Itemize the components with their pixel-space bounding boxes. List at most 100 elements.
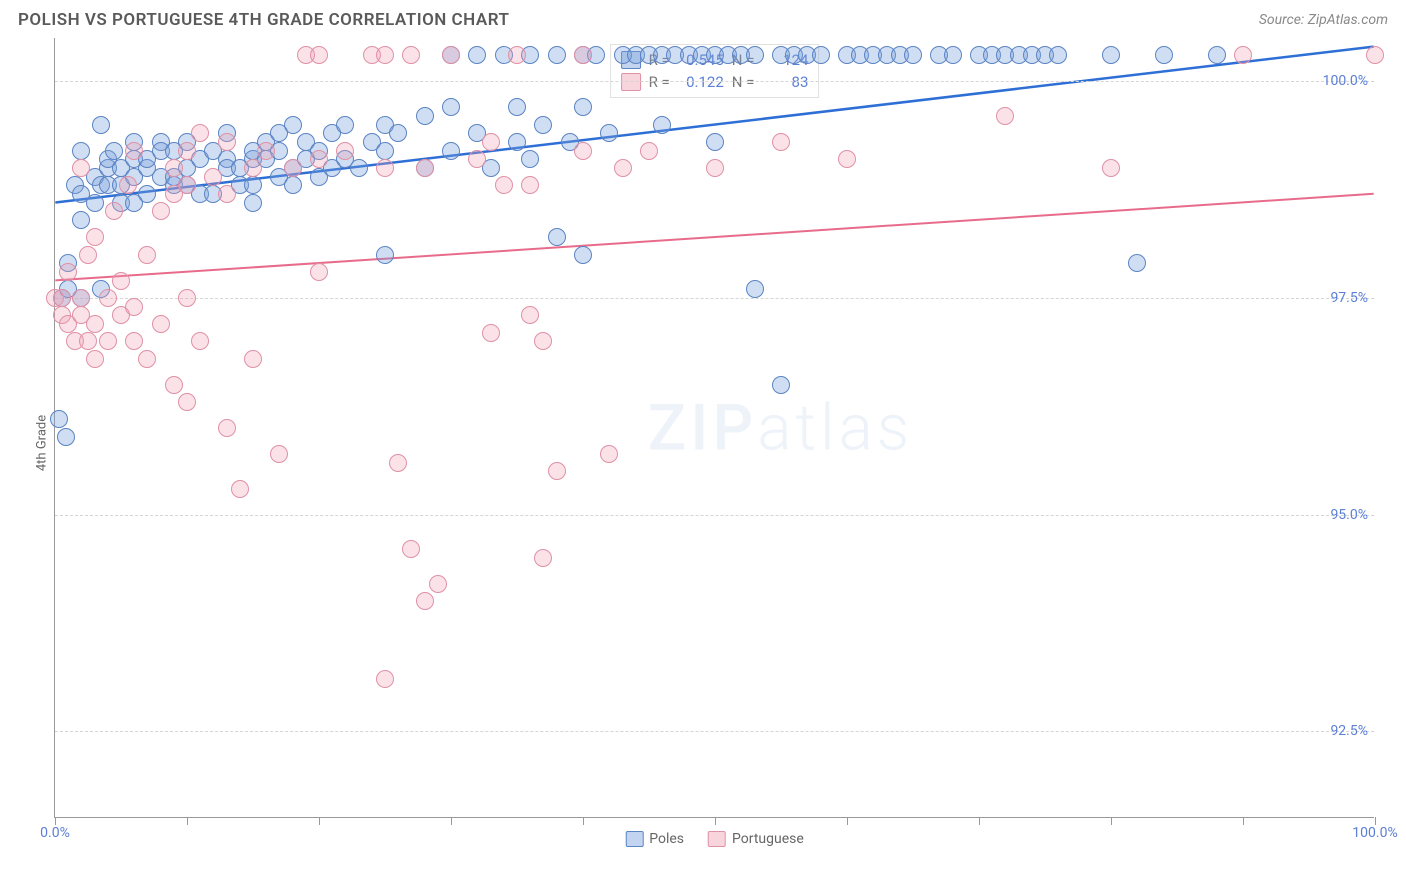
data-point [350, 159, 368, 177]
data-point [244, 159, 262, 177]
data-point [376, 246, 394, 264]
data-point [165, 159, 183, 177]
data-point [574, 98, 592, 116]
square-icon-blue [625, 831, 643, 847]
data-point [429, 575, 447, 593]
data-point [336, 142, 354, 160]
data-point [376, 46, 394, 64]
data-point [548, 228, 566, 246]
data-point [152, 202, 170, 220]
data-point [574, 46, 592, 64]
data-point [125, 298, 143, 316]
chart-container: 4th Grade ZIPatlas R = 0.545 N = 124 R =… [18, 38, 1388, 848]
data-point [746, 280, 764, 298]
data-point [416, 159, 434, 177]
y-tick-label: 95.0% [1330, 507, 1368, 523]
data-point [1102, 46, 1120, 64]
data-point [231, 480, 249, 498]
data-point [244, 350, 262, 368]
y-tick-label: 97.5% [1330, 290, 1368, 306]
data-point [416, 107, 434, 125]
data-point [1234, 46, 1252, 64]
data-point [600, 445, 618, 463]
data-point [178, 393, 196, 411]
data-point [772, 133, 790, 151]
gridline [55, 731, 1374, 732]
data-point [310, 150, 328, 168]
data-point [72, 211, 90, 229]
data-point [376, 670, 394, 688]
data-point [99, 289, 117, 307]
data-point [119, 176, 137, 194]
data-point [191, 332, 209, 350]
data-point [310, 263, 328, 281]
bottom-legend: Poles Portuguese [625, 831, 804, 847]
data-point [521, 150, 539, 168]
data-point [402, 540, 420, 558]
y-tick-label: 100.0% [1323, 73, 1368, 89]
data-point [165, 376, 183, 394]
data-point [1102, 159, 1120, 177]
data-point [310, 46, 328, 64]
data-point [244, 194, 262, 212]
data-point [812, 46, 830, 64]
data-point [574, 142, 592, 160]
data-point [152, 315, 170, 333]
data-point [534, 116, 552, 134]
gridline [55, 81, 1374, 82]
data-point [72, 289, 90, 307]
data-point [706, 159, 724, 177]
title-bar: POLISH VS PORTUGUESE 4TH GRADE CORRELATI… [0, 0, 1406, 38]
data-point [138, 350, 156, 368]
x-tick [979, 817, 980, 825]
data-point [50, 410, 68, 428]
data-point [125, 332, 143, 350]
x-tick [847, 817, 848, 825]
data-point [508, 46, 526, 64]
data-point [270, 445, 288, 463]
data-point [53, 289, 71, 307]
data-point [482, 133, 500, 151]
data-point [534, 332, 552, 350]
data-point [376, 159, 394, 177]
data-point [1155, 46, 1173, 64]
data-point [442, 142, 460, 160]
data-point [138, 185, 156, 203]
legend-item-poles: Poles [625, 831, 684, 847]
data-point [614, 159, 632, 177]
x-tick [451, 817, 452, 825]
data-point [105, 202, 123, 220]
data-point [1128, 254, 1146, 272]
gridline [55, 298, 1374, 299]
legend-label-portuguese: Portuguese [732, 831, 804, 847]
square-icon-pink [708, 831, 726, 847]
data-point [706, 133, 724, 151]
data-point [508, 98, 526, 116]
data-point [534, 549, 552, 567]
x-tick [319, 817, 320, 825]
data-point [944, 46, 962, 64]
data-point [72, 159, 90, 177]
x-tick [583, 817, 584, 825]
data-point [495, 176, 513, 194]
x-tick [187, 817, 188, 825]
data-point [284, 116, 302, 134]
data-point [548, 462, 566, 480]
data-point [86, 315, 104, 333]
data-point [284, 159, 302, 177]
x-tick-label: 100.0% [1352, 825, 1397, 841]
source-label: Source: ZipAtlas.com [1259, 12, 1388, 28]
data-point [178, 289, 196, 307]
data-point [442, 46, 460, 64]
data-point [389, 454, 407, 472]
data-point [521, 176, 539, 194]
data-point [1366, 46, 1384, 64]
data-point [191, 124, 209, 142]
data-point [838, 150, 856, 168]
data-point [772, 376, 790, 394]
plot-area: ZIPatlas R = 0.545 N = 124 R = 0.122 N =… [54, 38, 1374, 818]
x-tick [715, 817, 716, 825]
gridline [55, 515, 1374, 516]
x-tick [1111, 817, 1112, 825]
legend-label-poles: Poles [649, 831, 684, 847]
